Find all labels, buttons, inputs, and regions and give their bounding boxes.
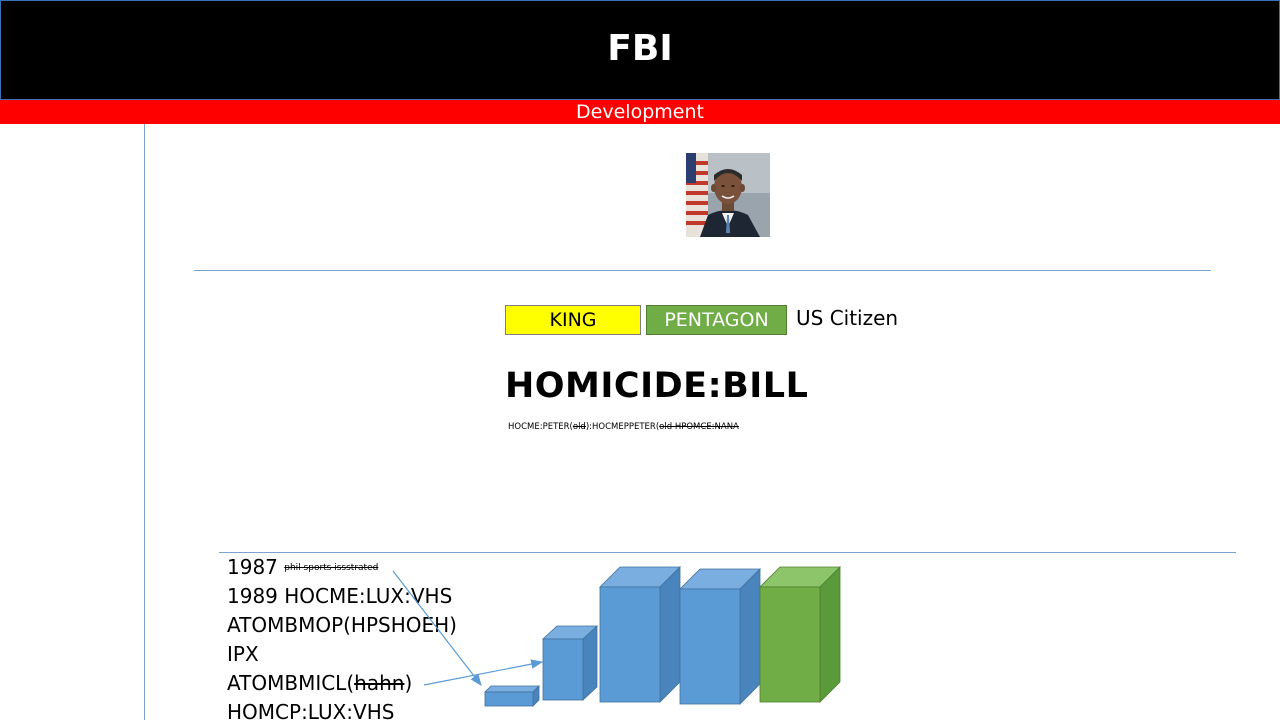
bar-1 — [484, 685, 540, 707]
timeline-row-5: ATOMBMICL(hahn) — [227, 669, 457, 698]
arrow-atombmicl-icon — [423, 659, 544, 686]
timeline-row-5-suffix: ) — [404, 671, 413, 695]
alias-part2-struck: old HPOMCE:NANA — [659, 422, 739, 432]
timeline-row-5-prefix: ATOMBMICL( — [227, 671, 355, 695]
alias-part1: HOCME:PETER( — [508, 422, 573, 432]
horizontal-rule-bottom — [219, 552, 1236, 553]
portrait-photo — [686, 153, 770, 237]
bar-5-green — [759, 566, 841, 703]
bar-2 — [541, 625, 599, 701]
bar-3 — [599, 566, 681, 703]
vertical-rule — [144, 124, 145, 720]
timeline-row-3: ATOMBMOP(HPSHOEH) — [227, 613, 457, 637]
subtitle-bar: Development — [0, 100, 1280, 124]
timeline-row-2: 1989 HOCME:LUX:VHS — [227, 584, 453, 608]
arrow-1987-icon — [392, 570, 482, 686]
citizenship-label: US Citizen — [796, 306, 899, 330]
bar-4 — [679, 568, 761, 705]
timeline-row-1: 1987 phil sports issstrated — [227, 553, 457, 582]
timeline-struck-note: phil sports issstrated — [284, 563, 379, 573]
timeline-row-5-struck: hahn — [354, 671, 405, 695]
timeline-year-1987: 1987 — [227, 555, 278, 579]
alias-part1-struck: old — [572, 422, 586, 432]
portrait-image — [686, 153, 770, 237]
header-bar — [0, 0, 1280, 100]
alias-part2: ):HOCMEPPETER( — [585, 422, 660, 432]
page-title: FBI — [607, 28, 673, 69]
case-headline: HOMICIDE:BILL — [505, 366, 809, 406]
pentagon-tag: PENTAGON — [646, 305, 787, 335]
horizontal-rule-top — [194, 270, 1211, 271]
timeline-row-4: IPX — [227, 642, 259, 666]
king-tag: KING — [505, 305, 641, 335]
alias-line: HOCME:PETER(old):HOCMEPPETER(old HPOMCE:… — [508, 422, 739, 432]
